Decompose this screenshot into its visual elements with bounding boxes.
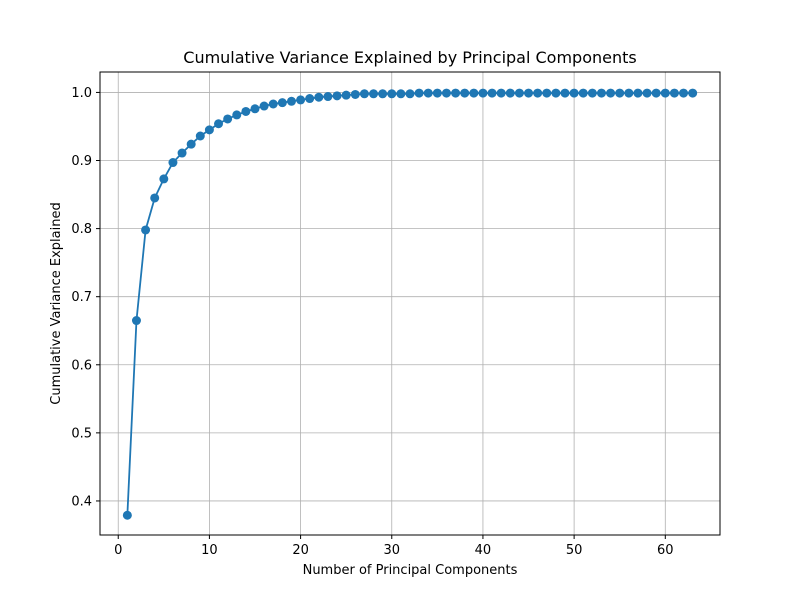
- data-point: [478, 88, 488, 98]
- data-point: [524, 88, 534, 98]
- data-point: [314, 92, 324, 102]
- data-point: [396, 89, 406, 99]
- data-point: [277, 98, 287, 108]
- data-point: [378, 89, 388, 99]
- data-point: [223, 114, 233, 124]
- data-point: [186, 139, 196, 149]
- data-point: [569, 88, 579, 98]
- data-point: [587, 88, 597, 98]
- data-point: [387, 89, 397, 99]
- data-point: [268, 99, 278, 109]
- data-point: [296, 95, 306, 105]
- data-point: [195, 131, 205, 141]
- data-point: [432, 88, 442, 98]
- data-point: [679, 88, 689, 98]
- data-point: [688, 88, 698, 98]
- data-point: [451, 88, 461, 98]
- data-point: [606, 88, 616, 98]
- y-tick-label: 0.9: [71, 154, 92, 169]
- data-point: [514, 88, 524, 98]
- x-tick-label: 20: [292, 543, 309, 558]
- data-point: [560, 88, 570, 98]
- data-point: [642, 88, 652, 98]
- y-tick-label: 1.0: [71, 86, 92, 101]
- x-tick-label: 50: [566, 543, 583, 558]
- x-tick-label: 40: [475, 543, 492, 558]
- data-point: [596, 88, 606, 98]
- data-point: [669, 88, 679, 98]
- x-tick-label: 0: [114, 543, 122, 558]
- data-point: [159, 174, 169, 184]
- data-point: [414, 88, 424, 98]
- data-point: [651, 88, 661, 98]
- series-layer: [122, 88, 698, 520]
- data-point: [615, 88, 625, 98]
- y-tick-label: 0.7: [71, 290, 92, 305]
- x-tick-label: 60: [657, 543, 674, 558]
- data-point: [286, 96, 296, 106]
- y-tick-label: 0.6: [71, 358, 92, 373]
- data-point: [369, 89, 379, 99]
- data-point: [578, 88, 588, 98]
- data-point: [350, 89, 360, 99]
- x-tick-label: 10: [201, 543, 218, 558]
- y-tick-label: 0.4: [71, 494, 92, 509]
- data-point: [214, 119, 224, 129]
- data-point: [423, 88, 433, 98]
- data-point: [487, 88, 497, 98]
- data-point: [323, 92, 333, 102]
- data-point: [542, 88, 552, 98]
- y-axis-label: Cumulative Variance Explained: [49, 202, 64, 404]
- data-point: [660, 88, 670, 98]
- data-point: [505, 88, 515, 98]
- chart-title: Cumulative Variance Explained by Princip…: [183, 48, 636, 67]
- data-point: [551, 88, 561, 98]
- data-point: [305, 94, 315, 104]
- data-point: [241, 106, 251, 116]
- data-point: [341, 90, 351, 100]
- data-point: [232, 110, 242, 120]
- data-point: [633, 88, 643, 98]
- data-point: [250, 104, 260, 114]
- data-point: [204, 125, 214, 135]
- plot-frame: [99, 71, 721, 536]
- x-tick-label: 30: [383, 543, 400, 558]
- data-point: [469, 88, 479, 98]
- data-point: [441, 88, 451, 98]
- data-point: [122, 510, 132, 520]
- data-point: [624, 88, 634, 98]
- data-point: [496, 88, 506, 98]
- data-point: [533, 88, 543, 98]
- data-point: [460, 88, 470, 98]
- data-point: [405, 89, 415, 99]
- data-point: [150, 193, 160, 203]
- data-point: [131, 316, 141, 326]
- data-point: [359, 89, 369, 99]
- data-point: [259, 101, 269, 111]
- x-axis-label: Number of Principal Components: [303, 563, 518, 578]
- data-point: [141, 225, 151, 235]
- data-point: [168, 158, 178, 168]
- data-point: [177, 148, 187, 158]
- y-tick-label: 0.8: [71, 222, 92, 237]
- y-tick-label: 0.5: [71, 426, 92, 441]
- data-point: [332, 91, 342, 101]
- ticks: 0 10 20 30 40 50 60 0.4 0.5 0.6 0.7 0.8 0.9 1.0: [71, 86, 673, 558]
